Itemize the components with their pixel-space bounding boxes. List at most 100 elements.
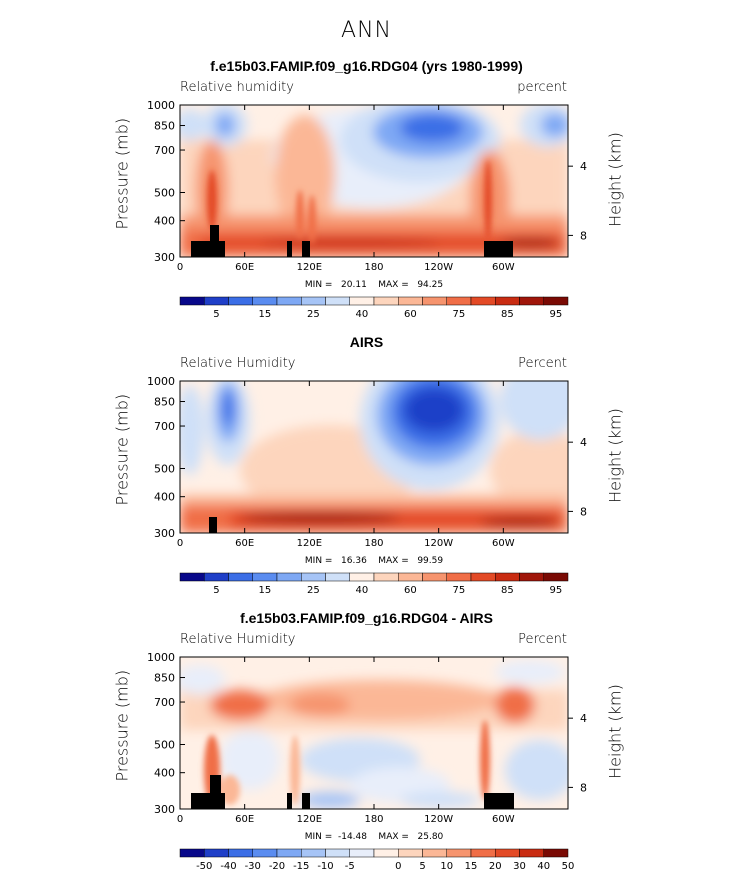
colorbar-swatch [373,572,399,582]
colorbar-label: -30 [245,861,261,872]
colorbar-label: 25 [307,585,320,596]
colorbar-swatch [301,572,326,582]
panel-title: f.e15b03.FAMIP.f09_g16.RDG04 (yrs 1980-1… [210,58,523,74]
colorbar-3: -50 -40 -30 -20 -15 -10 -5 0 5 10 15 20 30 40 50 [179,848,575,872]
colorbar-swatch [446,848,472,858]
units-label: percent [517,80,567,95]
colorbar-swatch [252,848,278,858]
colorbar-swatch [179,296,205,306]
colorbar-label: -10 [317,861,333,872]
colorbar-swatch [179,572,205,582]
colorbar-swatch [349,848,375,858]
colorbar-swatch [495,848,520,858]
x-tick-label: 60W [492,538,515,549]
colorbar-swatch [252,572,278,582]
colorbar-label: 25 [307,309,320,320]
colorbar-swatch [519,296,544,306]
colorbar-label: -20 [269,861,285,872]
colorbar-label: -5 [345,861,355,872]
field-panel-2 [180,381,568,533]
colorbar-swatch [204,848,229,858]
colorbar-swatch [422,572,447,582]
axes-layer: 0 60E 120E 180 120W 60W3004005007008501000840… [147,99,587,825]
colorbar-swatch [543,848,569,858]
colorbar-label: 40 [356,309,369,320]
x-tick-label: 0 [177,814,183,825]
x-tick-label: 180 [364,814,383,825]
y-tick-label: 700 [154,696,175,709]
x-tick-label: 120W [424,538,453,549]
y-tick-label: 500 [154,463,175,476]
colorbar-swatch [373,848,399,858]
colorbar-swatch [422,296,447,306]
colorbar-label: 75 [453,309,466,320]
colorbar-label: 5 [419,861,425,872]
field-panel-3 [180,657,568,809]
colorbar-swatch [470,296,496,306]
y-tick-label: 300 [154,803,175,816]
colorbar-swatch [179,848,205,858]
colorbar-label: 85 [501,309,514,320]
colorbar-label: 40 [356,585,369,596]
colorbar-swatch [276,848,302,858]
colorbar-label: 95 [550,585,563,596]
x-tick-label: 180 [364,262,383,273]
colorbar-label: 20 [489,861,502,872]
y-tick-label: 850 [154,396,175,409]
x-tick-label: 0 [177,538,183,549]
x-tick-label: 60E [235,538,254,549]
page-title: ANN [341,18,392,43]
x-tick-label: 0 [177,262,183,273]
colorbar-label: 60 [404,585,417,596]
y-right-tick-label: 4 [580,712,587,725]
x-tick-label: 60E [235,814,254,825]
x-tick-label: 60E [235,262,254,273]
colorbar-swatch [470,848,496,858]
colorbar-swatch [301,848,326,858]
colorbar-label: 0 [395,861,401,872]
colorbar-label: 10 [440,861,453,872]
colorbar-swatch [446,296,472,306]
colorbar-swatch [349,296,375,306]
colorbar-label: 5 [213,309,219,320]
y-tick-label: 1000 [147,99,175,112]
colorbar-label: -15 [293,861,309,872]
y-tick-label: 850 [154,672,175,685]
min-max-stats: MIN = 20.11 MAX = 94.25 [304,280,444,290]
colorbar-label: 75 [453,585,466,596]
colorbar-2: 5 15 25 40 60 75 85 95 [179,572,569,596]
y-tick-label: 850 [154,120,175,133]
colorbar-swatch [446,572,472,582]
colorbar-swatch [325,296,350,306]
colorbar-swatch [276,572,302,582]
colorbars-layer: 5 15 25 40 60 75 85 955 15 25 40 60 75 85 95-50 -40 -30-… [179,296,575,872]
colorbar-swatch [495,572,520,582]
y-right-tick-label: 8 [580,505,587,518]
y-tick-label: 500 [154,739,175,752]
colorbar-swatch [301,296,326,306]
x-tick-label: 120E [297,814,322,825]
x-tick-label: 60W [492,262,515,273]
y-tick-label: 700 [154,144,175,157]
colorbar-swatch [398,572,423,582]
variable-label: Relative humidity [180,80,294,95]
y-tick-label: 1000 [147,651,175,664]
colorbar-swatch [228,572,253,582]
colorbar-swatch [398,848,423,858]
colorbar-swatch [276,296,302,306]
y-tick-label: 300 [154,527,175,540]
y-tick-label: 300 [154,251,175,264]
colorbar-label: 40 [537,861,550,872]
colorbar-label: 60 [404,309,417,320]
y-tick-label: 400 [154,215,175,228]
colorbar-swatch [398,296,423,306]
axes-panel-1: 0 60E 120E 180 120W 60W 300 400 500 700 850 1000 8 4 [147,99,587,273]
colorbar-label: 30 [513,861,526,872]
colorbar-label: 50 [562,861,575,872]
colorbar-label: 85 [501,585,514,596]
colorbar-swatch [325,572,350,582]
colorbar-label: 95 [550,309,563,320]
x-tick-label: 60W [492,814,515,825]
